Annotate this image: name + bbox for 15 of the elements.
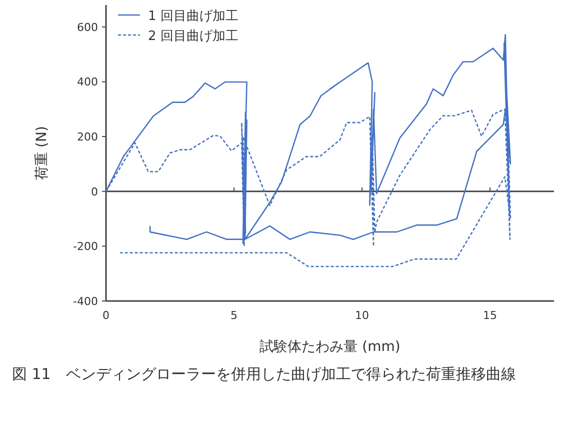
y-tick-label: 600 [77, 20, 98, 34]
x-tick-label: 0 [102, 309, 110, 322]
y-tick-label: 0 [91, 185, 98, 198]
y-tick-label: -400 [73, 295, 98, 308]
x-tick-label: 15 [483, 309, 497, 322]
x-tick-label: 5 [230, 309, 238, 322]
legend-label: 1 回目曲げ加工 [148, 9, 238, 24]
x-axis-title: 試験体たわみ量 (mm) [260, 339, 400, 355]
y-axis-title: 荷重 (N) [34, 126, 50, 180]
y-tick-label: 200 [77, 130, 98, 144]
legend-label: 2 回目曲げ加工 [148, 29, 238, 44]
y-tick-label: -200 [73, 240, 98, 254]
caption: 図 11 ベンディングローラーを併用した曲げ加工で得られた荷重推移曲線 [12, 365, 516, 383]
x-tick-label: 10 [355, 309, 369, 322]
y-tick-label: 400 [77, 76, 98, 89]
